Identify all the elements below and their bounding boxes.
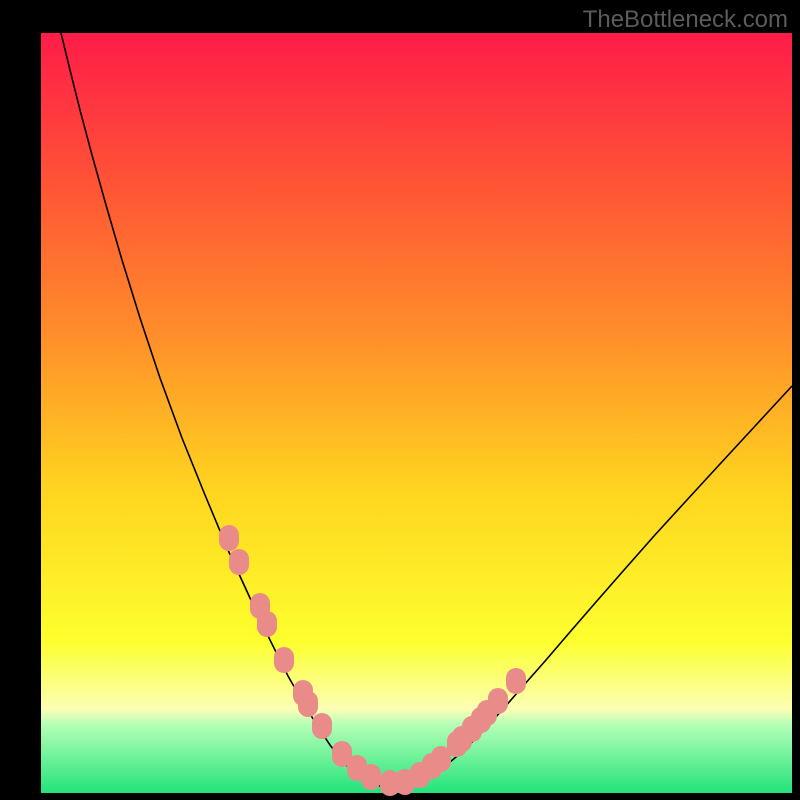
- watermark-text: TheBottleneck.com: [583, 6, 788, 34]
- chart-frame: TheBottleneck.com: [0, 0, 800, 800]
- plot-gradient-background: [41, 33, 792, 793]
